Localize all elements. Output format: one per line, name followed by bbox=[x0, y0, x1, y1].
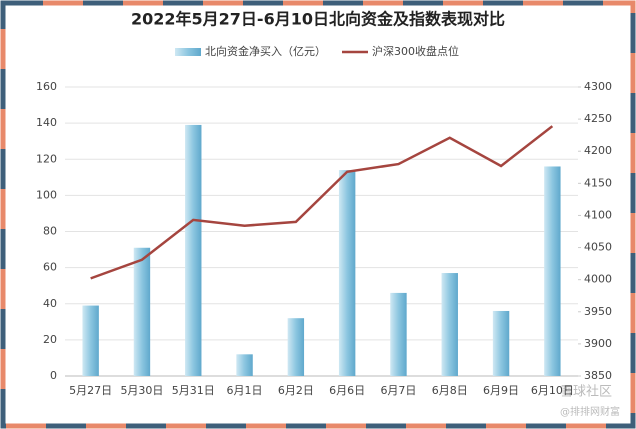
bar bbox=[390, 292, 407, 376]
x-tick-label: 6月10日 bbox=[531, 384, 574, 397]
legend-label: 沪深300收盘点位 bbox=[372, 44, 459, 58]
chart-title: 2022年5月27日-6月10日北向资金及指数表现对比 bbox=[131, 10, 505, 29]
watermark: 雪球社区 bbox=[560, 384, 612, 400]
y2-tick-label: 4100 bbox=[584, 208, 612, 221]
bar bbox=[492, 310, 510, 376]
y2-tick-label: 3900 bbox=[584, 337, 612, 350]
x-tick-label: 5月27日 bbox=[69, 384, 112, 397]
y2-tick-label: 4150 bbox=[584, 176, 612, 189]
y2-tick-label: 4050 bbox=[584, 241, 612, 254]
line bbox=[90, 125, 554, 280]
bar bbox=[287, 318, 305, 376]
x-tick-label: 6月1日 bbox=[227, 384, 263, 397]
y2-tick-label: 4250 bbox=[584, 112, 612, 125]
y2-tick-label: 3850 bbox=[584, 369, 612, 382]
x-tick-label: 6月6日 bbox=[329, 384, 365, 397]
watermark: @排排网财富 bbox=[560, 405, 620, 418]
y2-tick-label: 4300 bbox=[584, 80, 612, 93]
x-tick-label: 6月7日 bbox=[380, 384, 416, 397]
y-tick-label: 80 bbox=[43, 225, 57, 238]
y-tick-label: 100 bbox=[36, 188, 57, 201]
x-tick-label: 6月9日 bbox=[483, 384, 519, 397]
x-tick-label: 5月30日 bbox=[120, 384, 163, 397]
bar bbox=[338, 170, 356, 376]
y-tick-label: 40 bbox=[43, 297, 57, 310]
y2-tick-label: 4200 bbox=[584, 144, 612, 157]
legend-label: 北向资金净买入（亿元） bbox=[205, 44, 326, 58]
y-tick-label: 0 bbox=[50, 369, 57, 382]
y2-tick-label: 4000 bbox=[584, 273, 612, 286]
bar bbox=[441, 273, 458, 376]
y-tick-label: 140 bbox=[36, 116, 57, 129]
bar bbox=[185, 124, 202, 377]
bar bbox=[133, 247, 151, 376]
bar bbox=[236, 354, 253, 376]
y-tick-label: 120 bbox=[36, 152, 57, 165]
y-tick-label: 20 bbox=[43, 333, 57, 346]
x-tick-label: 5月31日 bbox=[172, 384, 215, 397]
y-tick-label: 160 bbox=[36, 80, 57, 93]
x-tick-label: 6月8日 bbox=[432, 384, 468, 397]
y-tick-label: 60 bbox=[43, 261, 57, 274]
y2-tick-label: 3950 bbox=[584, 305, 612, 318]
x-tick-label: 6月2日 bbox=[278, 384, 314, 397]
bar bbox=[544, 166, 561, 376]
legend-swatch bbox=[175, 48, 201, 56]
bar bbox=[82, 305, 99, 376]
